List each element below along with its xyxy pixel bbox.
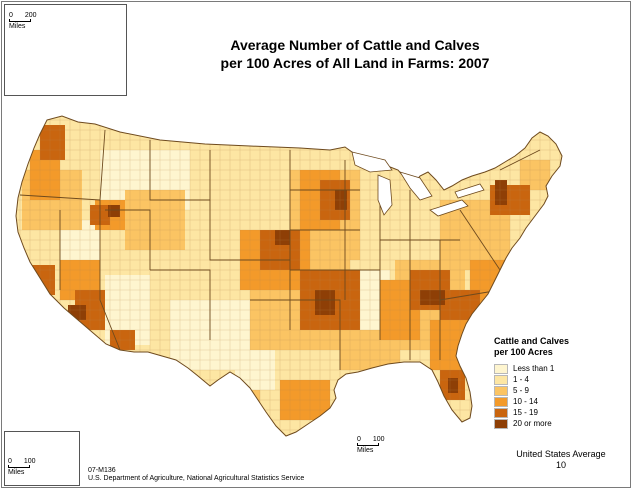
legend-label: 1 - 4 <box>513 375 530 384</box>
legend-label: 15 - 19 <box>513 408 538 417</box>
source-credit: U.S. Department of Agriculture, National… <box>88 475 305 482</box>
us-average: United States Average 10 <box>506 449 616 471</box>
hawaii-scale-unit: Miles <box>8 469 25 476</box>
hawaii-scale-end: 100 <box>23 458 36 465</box>
legend: Cattle and Calves per 100 Acres Less tha… <box>494 336 614 429</box>
legend-swatch <box>494 396 508 407</box>
mainland-scale-unit: Miles <box>357 447 374 454</box>
legend-title-line1: Cattle and Calves <box>494 336 570 346</box>
legend-item: 10 - 14 <box>494 396 614 407</box>
hawaii-scale: 0 100 Miles <box>8 458 36 477</box>
hawaii-inset <box>4 431 80 486</box>
legend-item: 5 - 9 <box>494 385 614 396</box>
mainland-scale: 0 100 Miles <box>357 436 385 455</box>
legend-label: 10 - 14 <box>513 397 538 406</box>
credit: 07-M136 U.S. Department of Agriculture, … <box>88 467 304 483</box>
legend-label: 20 or more <box>513 419 552 428</box>
alaska-scale: 0 200 Miles <box>9 12 37 31</box>
mainland-scale-start: 0 <box>357 436 361 443</box>
map-title: Average Number of Cattle and Calves per … <box>210 36 500 72</box>
legend-swatch <box>494 407 508 418</box>
great-lakes <box>351 151 485 217</box>
legend-label: Less than 1 <box>513 364 555 373</box>
legend-swatch <box>494 418 508 429</box>
alaska-scale-unit: Miles <box>9 23 26 30</box>
legend-item: 1 - 4 <box>494 374 614 385</box>
legend-title-line2: per 100 Acres <box>494 347 553 357</box>
legend-title: Cattle and Calves per 100 Acres <box>494 336 614 358</box>
legend-swatch <box>494 385 508 396</box>
alaska-scale-start: 0 <box>9 12 13 19</box>
us-average-label: United States Average <box>516 449 606 459</box>
alaska-scale-end: 200 <box>24 12 37 19</box>
us-average-value: 10 <box>555 460 566 470</box>
legend-label: 5 - 9 <box>513 386 530 395</box>
legend-swatch <box>494 363 508 374</box>
mainland-scale-end: 100 <box>372 436 385 443</box>
legend-item: 15 - 19 <box>494 407 614 418</box>
alaska-inset <box>4 4 127 96</box>
map-title-line2: per 100 Acres of All Land in Farms: 2007 <box>220 55 490 71</box>
map-title-line1: Average Number of Cattle and Calves <box>230 37 480 53</box>
map-id: 07-M136 <box>88 467 116 474</box>
legend-item: Less than 1 <box>494 363 614 374</box>
alaska-scale-bar <box>9 19 31 22</box>
mainland-scale-bar <box>357 443 379 446</box>
legend-item: 20 or more <box>494 418 614 429</box>
legend-swatch <box>494 374 508 385</box>
hawaii-scale-start: 0 <box>8 458 12 465</box>
hawaii-scale-bar <box>8 465 30 468</box>
